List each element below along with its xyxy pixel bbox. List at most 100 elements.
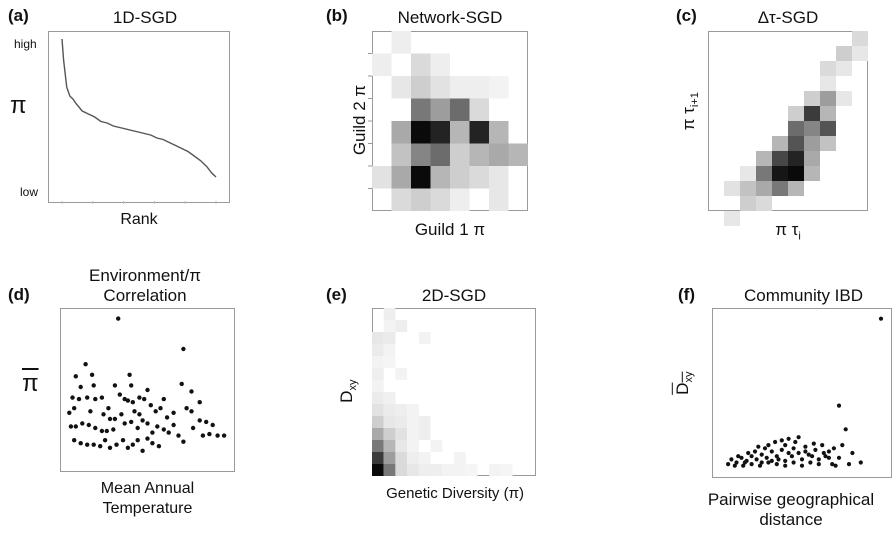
panel-e-cell: [383, 308, 396, 320]
panel-c-cell: [756, 196, 772, 211]
panel-c-cell: [724, 181, 740, 196]
panel-d-xlabel-line1: Mean Annual: [100, 480, 195, 497]
panel-d-point: [114, 442, 119, 447]
panel-f-ylabel: Dxy: [673, 353, 695, 413]
panel-e-cell: [465, 464, 478, 476]
panel-d-point: [85, 442, 90, 447]
panel-e-plot: [372, 308, 513, 476]
panel-d-point: [200, 433, 206, 438]
panel-e-cell: [395, 416, 408, 428]
panel-f-title: Community IBD: [743, 286, 864, 305]
panel-d-point: [145, 421, 150, 426]
panel-b-cell: [469, 166, 489, 189]
panel-e-cell: [383, 428, 396, 440]
panel-b-cell: [411, 121, 431, 144]
panel-b-cell: [430, 53, 450, 76]
panel-e-cell: [395, 464, 408, 476]
panel-label-f: (f): [678, 285, 695, 304]
panel-a-frame: [48, 31, 230, 203]
panel-f-point: [741, 463, 746, 468]
panel-b-title: Network-SGD: [397, 8, 503, 27]
panel-b-ylabel: Guild 2 π: [350, 84, 369, 156]
panel-f-point: [803, 444, 808, 449]
panel-d-point: [76, 396, 82, 402]
panel-d-point: [83, 362, 88, 367]
panel-f-point: [810, 454, 815, 459]
panel-f-point: [769, 458, 774, 463]
panel-d-point: [99, 428, 105, 434]
panel-d-point: [179, 381, 184, 387]
panel-f-point: [726, 462, 731, 467]
panel-d-point: [99, 395, 105, 400]
panel-f-point: [734, 460, 739, 465]
panel-f-point: [820, 443, 825, 448]
panel-f-point: [754, 457, 759, 462]
panel-e-cell: [372, 416, 384, 428]
panel-d-point: [189, 409, 194, 414]
panel-f-point: [749, 454, 754, 459]
panel-c-cell: [804, 91, 820, 106]
panel-b-cell: [391, 166, 411, 189]
panel-e-cell: [383, 464, 396, 476]
panel-d-point: [70, 395, 75, 400]
panel-e-cell: [407, 428, 419, 440]
panel-f-point: [813, 447, 818, 452]
panel-f-point: [729, 457, 734, 462]
panel-e-cell: [372, 404, 384, 416]
panel-d-plot: [67, 316, 227, 453]
panel-d-point: [106, 406, 111, 411]
panel-f-point: [783, 443, 788, 448]
panel-c-cell: [740, 181, 756, 196]
panel-e-cell: [383, 452, 396, 464]
panel-d-point: [215, 433, 220, 438]
panel-e-cell: [383, 320, 396, 332]
panel-d-point: [78, 441, 83, 446]
panel-c-cell: [756, 166, 772, 181]
panel-d-point: [166, 430, 171, 435]
panel-f-point: [858, 460, 863, 465]
panel-f-point: [816, 462, 821, 467]
panel-e-cell: [383, 356, 396, 368]
panel-e-title: 2D-SGD: [421, 286, 487, 305]
panel-b-cell: [450, 166, 470, 189]
panel-c-cell: [772, 136, 788, 151]
panel-d-point: [119, 412, 124, 417]
panel-b-cell: [508, 143, 528, 166]
panel-d-point: [122, 421, 127, 426]
panel-a-plot: [61, 38, 217, 204]
panel-f-point: [843, 427, 848, 432]
panel-f-point: [799, 457, 805, 462]
panel-f-point: [786, 450, 791, 456]
panel-c-ylabel-main: π τ: [678, 107, 698, 131]
panel-f-point: [757, 463, 763, 468]
panel-d-point: [181, 439, 186, 444]
panel-d-point: [161, 396, 166, 402]
panel-b-cell: [469, 76, 489, 99]
panel-d-point: [117, 392, 122, 397]
panel-b-cell: [450, 121, 470, 144]
panel-d-ylabel: π: [22, 370, 39, 397]
panel-e-cell: [372, 428, 384, 440]
panel-d-point: [112, 383, 118, 388]
panel-e-cell: [407, 404, 419, 416]
panel-label-d: (d): [8, 285, 30, 304]
panel-label-e: (e): [326, 285, 347, 304]
panel-a-series-line: [61, 38, 217, 178]
panel-c-cell: [772, 166, 788, 181]
panel-f-point: [789, 454, 794, 459]
panel-c-cell: [788, 106, 804, 121]
panel-d-point: [150, 441, 155, 446]
panel-c-cell: [788, 121, 804, 136]
panel-f-point: [742, 460, 747, 465]
panel-f-point: [774, 462, 779, 467]
panel-e-cell: [418, 464, 431, 476]
panel-d-point: [204, 419, 209, 425]
panel-d-point: [73, 424, 78, 429]
panel-c-cell: [724, 211, 740, 226]
panel-d-point: [158, 406, 163, 411]
panel-b-cell: [372, 53, 392, 76]
panel-d-point: [207, 431, 212, 437]
panel-b-cell: [489, 166, 509, 189]
panel-f-point: [878, 316, 884, 321]
panel-e-cell: [418, 428, 431, 440]
